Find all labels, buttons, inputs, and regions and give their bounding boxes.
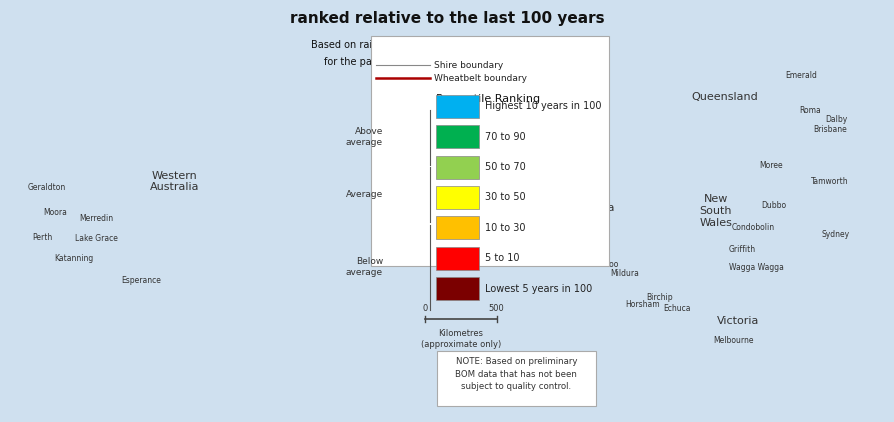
Text: Emerald: Emerald [784, 70, 816, 80]
Text: Victoria: Victoria [716, 316, 759, 326]
Text: Katanning: Katanning [54, 254, 93, 263]
Text: Queensland: Queensland [691, 92, 757, 102]
Text: Melbourne: Melbourne [713, 336, 754, 345]
Text: Merredin: Merredin [80, 214, 114, 223]
Text: Wheatbelt boundary: Wheatbelt boundary [434, 73, 527, 83]
Bar [435, 216, 478, 240]
Text: New
South
Wales: New South Wales [699, 195, 731, 227]
Text: Lameroo: Lameroo [584, 260, 618, 269]
Bar [435, 95, 478, 118]
Text: Geraldton: Geraldton [28, 183, 65, 192]
Text: Condobolin: Condobolin [731, 222, 774, 232]
Text: Based on rainfall to date and assuming average rainfall: Based on rainfall to date and assuming a… [311, 40, 583, 50]
Text: Horsham: Horsham [625, 300, 659, 309]
Text: Moree: Moree [759, 161, 782, 170]
Text: 500: 500 [488, 304, 504, 313]
Text: Average: Average [345, 190, 383, 199]
Text: 30 to 50: 30 to 50 [485, 192, 525, 203]
Text: Echuca: Echuca [662, 304, 689, 314]
Text: Cleve: Cleve [516, 222, 537, 231]
Text: NOTE: Based on preliminary
BOM data that has not been
subject to quality control: NOTE: Based on preliminary BOM data that… [455, 357, 577, 392]
Text: Esperance: Esperance [122, 276, 161, 285]
Text: Port Lincoln: Port Lincoln [483, 250, 527, 259]
Text: Percentile Ranking: Percentile Ranking [435, 94, 539, 104]
Text: Birchip: Birchip [645, 292, 672, 302]
Text: 0: 0 [422, 304, 427, 313]
Bar [435, 155, 478, 179]
Bar [371, 36, 608, 266]
Text: Dalby: Dalby [825, 115, 847, 124]
Bar [435, 125, 478, 148]
Text: ranked relative to the last 100 years: ranked relative to the last 100 years [290, 11, 604, 26]
Text: Adelaide: Adelaide [527, 255, 561, 264]
Text: Western
Australia: Western Australia [149, 170, 199, 192]
Text: Dubbo: Dubbo [761, 201, 786, 211]
Bar [435, 186, 478, 209]
Text: for the past 30 years for the remainder of the year: for the past 30 years for the remainder … [324, 57, 570, 67]
Text: 50 to 70: 50 to 70 [485, 162, 526, 172]
Text: Highest 10 years in 100: Highest 10 years in 100 [485, 101, 601, 111]
Bar [435, 246, 478, 270]
Bar [435, 277, 478, 300]
Text: Ceduna: Ceduna [482, 196, 510, 205]
Text: Jamestown: Jamestown [549, 221, 590, 230]
Text: 5 to 10: 5 to 10 [485, 253, 519, 263]
Text: 10 to 30: 10 to 30 [485, 223, 525, 233]
Text: Perth: Perth [32, 233, 52, 242]
Text: South
Australia: South Australia [565, 192, 615, 214]
Text: Below
average: Below average [346, 257, 383, 277]
Text: Wagga Wagga: Wagga Wagga [728, 263, 783, 273]
Text: Lake Grace: Lake Grace [75, 234, 118, 243]
Text: Above
average: Above average [346, 127, 383, 147]
Bar [436, 351, 595, 406]
Text: Mildura: Mildura [610, 269, 638, 278]
Text: Griffith: Griffith [728, 245, 755, 254]
Text: Kilometres
(approximate only): Kilometres (approximate only) [420, 329, 501, 349]
Text: 70 to 90: 70 to 90 [485, 132, 525, 142]
Text: Shire boundary: Shire boundary [434, 61, 502, 70]
Text: Lowest 5 years in 100: Lowest 5 years in 100 [485, 284, 592, 294]
Text: Tamworth: Tamworth [810, 177, 848, 186]
Text: Roma: Roma [798, 106, 820, 116]
Text: Moora: Moora [44, 208, 67, 217]
Text: Brisbane: Brisbane [812, 124, 846, 134]
Text: Sydney: Sydney [821, 230, 849, 239]
